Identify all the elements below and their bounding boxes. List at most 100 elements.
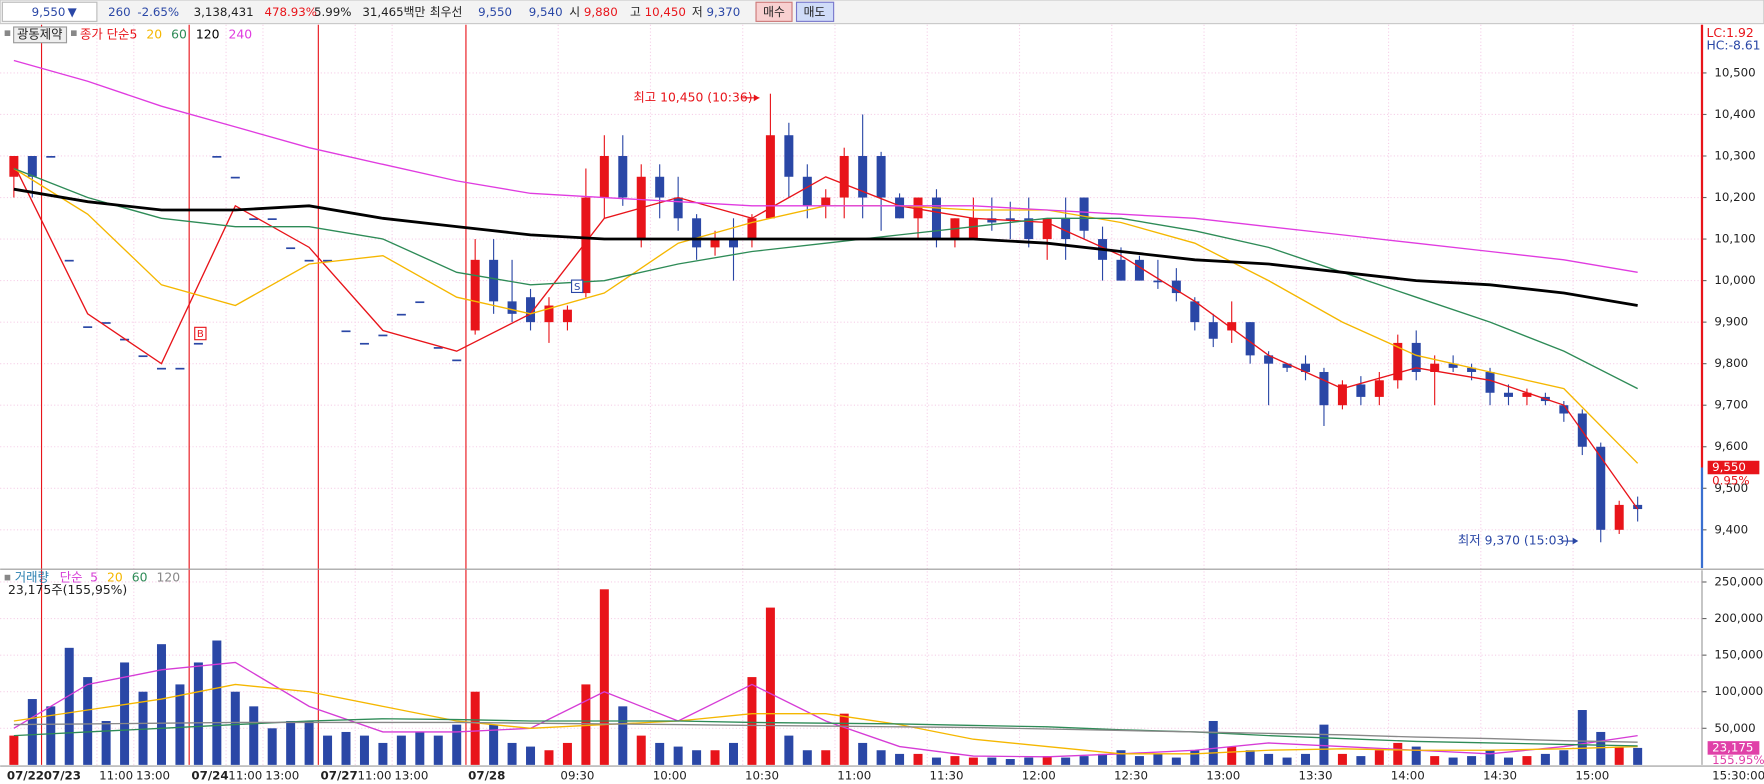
buy-button-bg[interactable]: [755, 1, 793, 22]
volume-info: 23,175주(155,95%): [8, 583, 127, 597]
signal-buy: B: [197, 329, 204, 340]
candle-body: [267, 218, 277, 220]
last-ratio-label: 155.95%: [1712, 753, 1764, 767]
volume-bar: [839, 713, 849, 765]
volume-bar: [673, 746, 683, 765]
last-price-box: [1707, 460, 1760, 475]
candle-body: [489, 259, 499, 302]
candle-body: [83, 326, 93, 328]
volume-bar: [1024, 757, 1034, 765]
last-price-label: 9,550: [1712, 460, 1746, 474]
candle-body: [1522, 392, 1532, 397]
marks: [9, 59, 1643, 765]
x-tick-label: 11:00: [99, 769, 133, 783]
volume-bar: [156, 644, 166, 765]
candle-body: [230, 176, 240, 179]
x-tick-label: 07/23: [44, 769, 81, 783]
volume-bar: [1264, 753, 1274, 765]
candle-body: [249, 218, 259, 220]
candle-body: [1190, 301, 1200, 323]
candle-body: [655, 176, 665, 198]
volume-bar: [175, 684, 185, 765]
volume-bar: [1116, 750, 1126, 765]
last-change-label: 0.95%: [1712, 474, 1749, 488]
ma-line: [13, 683, 1638, 755]
volume-bar: [1153, 753, 1163, 765]
sell-button[interactable]: 매도: [795, 1, 835, 22]
candle-body: [987, 218, 997, 223]
low-label: 저: [692, 5, 703, 19]
candle-body: [581, 197, 591, 294]
volume-bar: [1430, 756, 1440, 765]
volume-bar: [913, 753, 923, 765]
candle-body: [175, 367, 185, 370]
change-arrow: ▼: [68, 5, 78, 19]
volume-bar: [968, 757, 978, 765]
candle-body: [895, 197, 905, 219]
volume-bar: [138, 691, 148, 765]
candle-body: [1061, 218, 1071, 240]
candle-body: [304, 259, 314, 262]
volume-bar: [692, 750, 702, 765]
candle-body: [1337, 384, 1347, 406]
volume-bar: [83, 677, 93, 765]
high-annotation: 최고 10,450 (10:36): [633, 90, 752, 104]
candle-body: [562, 309, 572, 323]
volume-bar: [950, 756, 960, 765]
volume-bar: [1337, 753, 1347, 765]
x-tick-label: 10:00: [653, 769, 687, 783]
volume-bar: [1005, 759, 1015, 765]
volume-bar: [599, 589, 609, 765]
buy-button-label[interactable]: 매수: [763, 5, 785, 19]
volume-bar: [470, 691, 480, 765]
volume-bar: [1134, 756, 1144, 765]
y-tick-label: 100,000: [1714, 684, 1763, 698]
volume-bar: [1374, 750, 1384, 765]
volume-title: 거래량: [15, 571, 49, 585]
candle-body: [839, 155, 849, 198]
candle-body: [1485, 371, 1495, 393]
volume-bar: [286, 720, 296, 765]
candle-body: [359, 342, 369, 345]
candle-body: [747, 218, 757, 240]
volume-bar: [9, 735, 19, 765]
open: 9,880: [584, 5, 618, 19]
volume-bar: [765, 607, 775, 765]
buy-button[interactable]: 매수: [755, 1, 793, 22]
candle-body: [1356, 384, 1366, 397]
candle-body: [1319, 371, 1329, 406]
y-tick-label: 10,500: [1714, 65, 1755, 79]
ma-line: [13, 167, 1638, 390]
y-tick-label: 9,400: [1714, 522, 1748, 536]
candle-body: [46, 155, 56, 158]
volume-bar: [655, 742, 665, 765]
volume-bar: [562, 742, 572, 765]
volume-bar: [747, 677, 757, 765]
legend-entry: 20: [107, 571, 123, 585]
ma-line: [13, 59, 1638, 273]
x-tick-label: 13:00: [136, 769, 170, 783]
x-tick-label: 15:00: [1575, 769, 1609, 783]
candle-body: [1134, 259, 1144, 281]
volume-bar: [821, 750, 831, 765]
legend-entry: 5: [90, 571, 98, 585]
sell-button-label[interactable]: 매도: [804, 5, 826, 19]
volume-bar: [728, 742, 738, 765]
volume-bar: [1559, 750, 1569, 765]
candle-body: [784, 135, 794, 177]
candle-body: [507, 301, 517, 314]
candle-body: [1153, 280, 1163, 283]
candle-body: [156, 367, 166, 370]
volume-bar: [1171, 757, 1181, 765]
candle-body: [913, 197, 923, 219]
sell-button-bg[interactable]: [795, 1, 835, 22]
volume-bar: [526, 746, 536, 765]
x-tick-label: 07/22: [7, 769, 44, 783]
y-tick-label: 10,100: [1714, 232, 1755, 246]
legend-entry: 120: [196, 27, 220, 41]
legend-label: 단순: [60, 571, 83, 585]
candle-body: [452, 359, 462, 362]
volume-bar: [1079, 756, 1089, 765]
candle-body: [1171, 280, 1181, 294]
